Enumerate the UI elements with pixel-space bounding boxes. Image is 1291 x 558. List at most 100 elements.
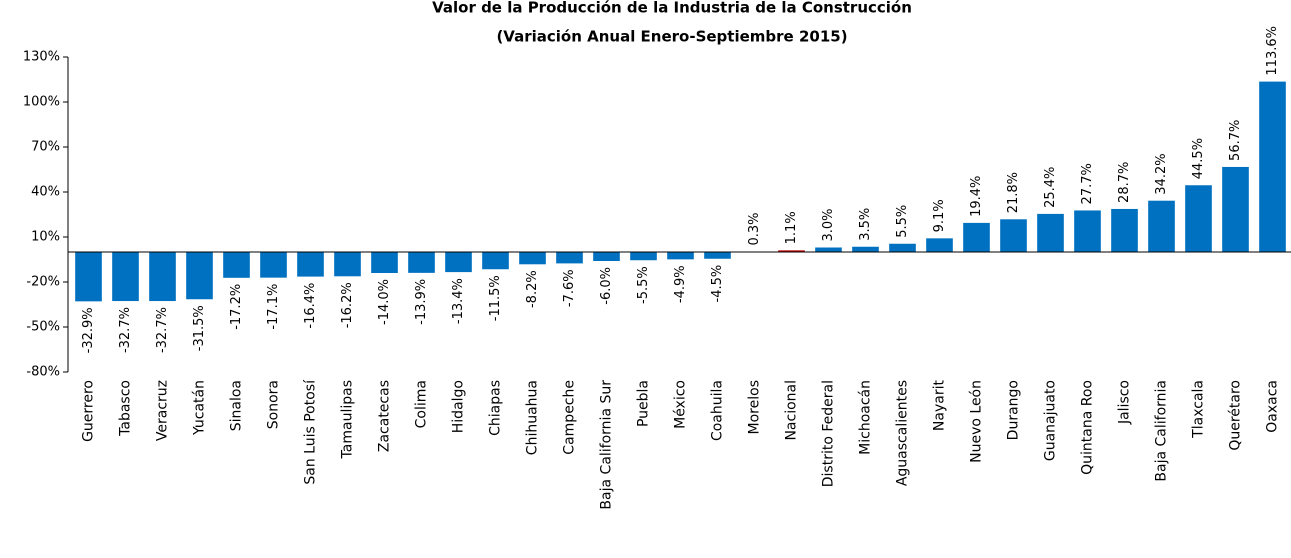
bar (1111, 208, 1138, 252)
bar (75, 252, 102, 302)
value-label: -5.5% (636, 266, 651, 304)
bar (815, 247, 842, 252)
y-tick-label: -50% (26, 320, 60, 335)
bar (519, 252, 546, 265)
y-tick-label: 10% (31, 230, 60, 245)
x-tick-label: Aguascalientes (895, 380, 911, 486)
value-label: -4.9% (673, 265, 688, 303)
x-tick-label: Chiapas (488, 380, 504, 436)
bar (186, 252, 213, 300)
bar (260, 252, 287, 278)
value-label: -32.9% (81, 307, 96, 353)
bar (1222, 166, 1249, 252)
x-tick-label: Nacional (784, 380, 800, 441)
value-label: -7.6% (562, 269, 577, 307)
x-tick-label: Quintana Roo (1080, 380, 1096, 475)
x-tick-label: San Luis Potosí (303, 379, 319, 485)
value-label: -16.4% (303, 283, 318, 329)
bar (1148, 200, 1175, 252)
bar (1000, 219, 1027, 252)
x-tick-label: Coahuila (710, 380, 726, 441)
bar (297, 252, 324, 277)
x-tick-label: México (673, 380, 689, 429)
bar (852, 246, 879, 252)
chart-title: Valor de la Producción de la Industria d… (432, 0, 912, 17)
value-label: 25.4% (1043, 167, 1058, 208)
x-tick-label: Baja California (1154, 380, 1170, 482)
value-label: -32.7% (118, 307, 133, 353)
x-tick-label: Durango (1006, 380, 1022, 440)
value-label: 56.7% (1228, 120, 1243, 161)
bar (149, 252, 176, 302)
x-tick-label: Colima (414, 380, 430, 428)
value-label: -17.2% (229, 284, 244, 330)
value-label: 27.7% (1080, 163, 1095, 204)
bar (408, 252, 435, 273)
value-label: 28.7% (1117, 162, 1132, 203)
x-tick-label: Guanajuato (1043, 380, 1059, 461)
chart-subtitle: (Variación Anual Enero-Septiembre 2015) (496, 28, 847, 46)
value-label: -16.2% (340, 282, 355, 328)
x-tick-label: Baja California Sur (599, 380, 615, 510)
x-tick-label: Sinaloa (229, 380, 245, 431)
y-tick-label: 100% (23, 95, 60, 110)
bar (1037, 213, 1064, 252)
value-label: -13.9% (414, 279, 429, 325)
bar (1074, 210, 1101, 252)
x-tick-label: Querétaro (1228, 380, 1244, 451)
value-label: 19.4% (969, 176, 984, 217)
bar (445, 252, 472, 273)
x-tick-label: Sonora (266, 380, 282, 429)
x-tick-label: Oaxaca (1265, 380, 1281, 433)
x-tick-label: Yucatán (192, 380, 208, 436)
value-label: -6.0% (599, 267, 614, 305)
bar (630, 252, 657, 261)
bar (112, 252, 139, 302)
bar (1259, 81, 1286, 252)
value-label: 113.6% (1265, 26, 1280, 76)
value-label: -4.5% (710, 265, 725, 303)
value-label: 3.0% (821, 208, 836, 241)
value-label: 5.5% (895, 205, 910, 238)
bar (334, 252, 361, 277)
value-label: 21.8% (1006, 172, 1021, 213)
y-tick-label: -80% (26, 365, 60, 380)
value-label: 9.1% (932, 199, 947, 232)
bar (889, 243, 916, 252)
x-tick-label: Veracruz (155, 380, 171, 441)
bar (704, 252, 731, 259)
value-label: -17.1% (266, 284, 281, 330)
bar (778, 250, 805, 252)
x-tick-label: Morelos (747, 380, 763, 434)
value-label: 34.2% (1154, 153, 1169, 194)
value-label: -13.4% (451, 278, 466, 324)
y-tick-label: 130% (23, 50, 60, 65)
bar (556, 252, 583, 264)
y-tick-label: 70% (31, 140, 60, 155)
value-label: -14.0% (377, 279, 392, 325)
x-tick-label: Tabasco (118, 380, 134, 437)
x-tick-label: Jalisco (1117, 380, 1133, 425)
x-tick-label: Hidalgo (451, 380, 467, 433)
bar (223, 252, 250, 278)
value-label: -8.2% (525, 270, 540, 308)
bar (1185, 185, 1212, 252)
x-tick-label: Tlaxcala (1191, 380, 1207, 439)
x-tick-label: Distrito Federal (821, 380, 837, 487)
value-label: -32.7% (155, 307, 170, 353)
x-tick-label: Tamaulipas (340, 380, 356, 459)
y-tick-label: -20% (26, 275, 60, 290)
bar (963, 222, 990, 252)
value-label: 0.3% (747, 213, 762, 246)
x-tick-label: Nuevo León (969, 380, 985, 463)
bar (371, 252, 398, 273)
bar (667, 252, 694, 260)
x-tick-label: Guerrero (81, 380, 97, 442)
value-label: 3.5% (858, 208, 873, 241)
x-tick-label: Zacatecas (377, 380, 393, 452)
value-label: -11.5% (488, 275, 503, 321)
bar (926, 238, 953, 252)
value-label: -31.5% (192, 305, 207, 351)
bar (593, 252, 620, 261)
